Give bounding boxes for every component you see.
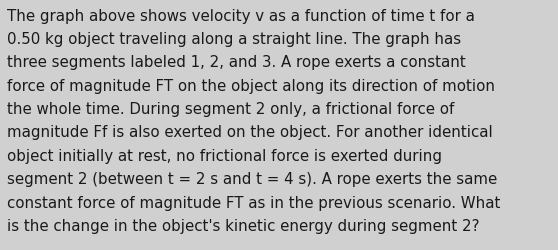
Text: 0.50 kg object traveling along a straight line. The graph has: 0.50 kg object traveling along a straigh… bbox=[7, 32, 461, 47]
Text: The graph above shows velocity v as a function of time t for a: The graph above shows velocity v as a fu… bbox=[7, 9, 475, 24]
Text: the whole time. During segment 2 only, a frictional force of: the whole time. During segment 2 only, a… bbox=[7, 102, 455, 117]
Text: is the change in the object's kinetic energy during segment 2?: is the change in the object's kinetic en… bbox=[7, 218, 480, 233]
Text: segment 2 (between t = 2 s and t = 4 s). A rope exerts the same: segment 2 (between t = 2 s and t = 4 s).… bbox=[7, 172, 498, 186]
Text: force of magnitude FT on the object along its direction of motion: force of magnitude FT on the object alon… bbox=[7, 78, 496, 94]
Text: magnitude Ff is also exerted on the object. For another identical: magnitude Ff is also exerted on the obje… bbox=[7, 125, 493, 140]
Text: constant force of magnitude FT as in the previous scenario. What: constant force of magnitude FT as in the… bbox=[7, 195, 501, 210]
Text: object initially at rest, no frictional force is exerted during: object initially at rest, no frictional … bbox=[7, 148, 442, 163]
Text: three segments labeled 1, 2, and 3. A rope exerts a constant: three segments labeled 1, 2, and 3. A ro… bbox=[7, 55, 466, 70]
